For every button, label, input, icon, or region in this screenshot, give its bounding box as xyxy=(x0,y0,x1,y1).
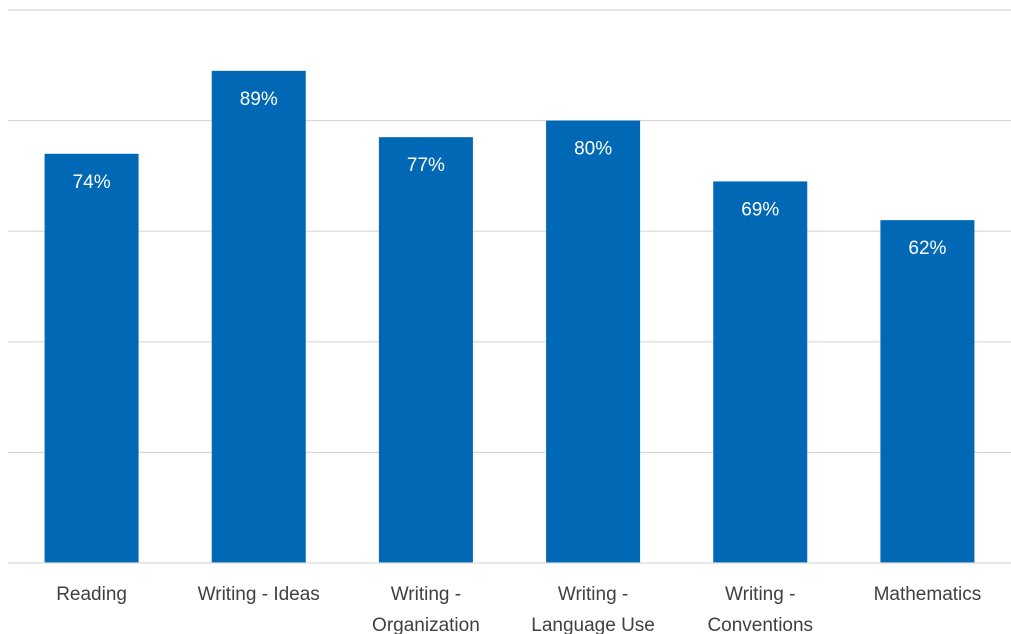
bar-3 xyxy=(378,137,473,563)
bars xyxy=(44,70,975,563)
category-label-1: Reading xyxy=(56,584,127,605)
data-label-5: 69% xyxy=(741,199,779,220)
data-label-1: 74% xyxy=(73,172,111,193)
data-label-2: 89% xyxy=(240,89,278,110)
data-label-3: 77% xyxy=(407,155,445,176)
category-label-3-line-2: Organization xyxy=(372,615,480,634)
category-label-4-line-1: Writing - xyxy=(558,584,628,605)
data-label-6: 62% xyxy=(908,238,946,259)
category-labels: Reading Writing - Ideas Writing - Organizat… xyxy=(56,584,981,634)
category-label-5-line-1: Writing - xyxy=(725,584,795,605)
gridlines xyxy=(8,9,1011,453)
bar-1 xyxy=(44,153,139,563)
category-label-5-line-2: Conventions xyxy=(707,615,813,634)
category-label-3-line-1: Writing - xyxy=(391,584,461,605)
bar-2 xyxy=(211,70,306,563)
data-label-4: 80% xyxy=(574,139,612,160)
bar-5 xyxy=(713,181,808,563)
category-label-6: Mathematics xyxy=(874,584,982,605)
data-labels: 74% 89% 77% 80% 69% 62% xyxy=(73,89,947,259)
bar-4 xyxy=(546,120,641,563)
bar-6 xyxy=(880,220,975,563)
category-label-4-line-2: Language Use xyxy=(531,615,655,634)
category-label-2: Writing - Ideas xyxy=(198,584,320,605)
